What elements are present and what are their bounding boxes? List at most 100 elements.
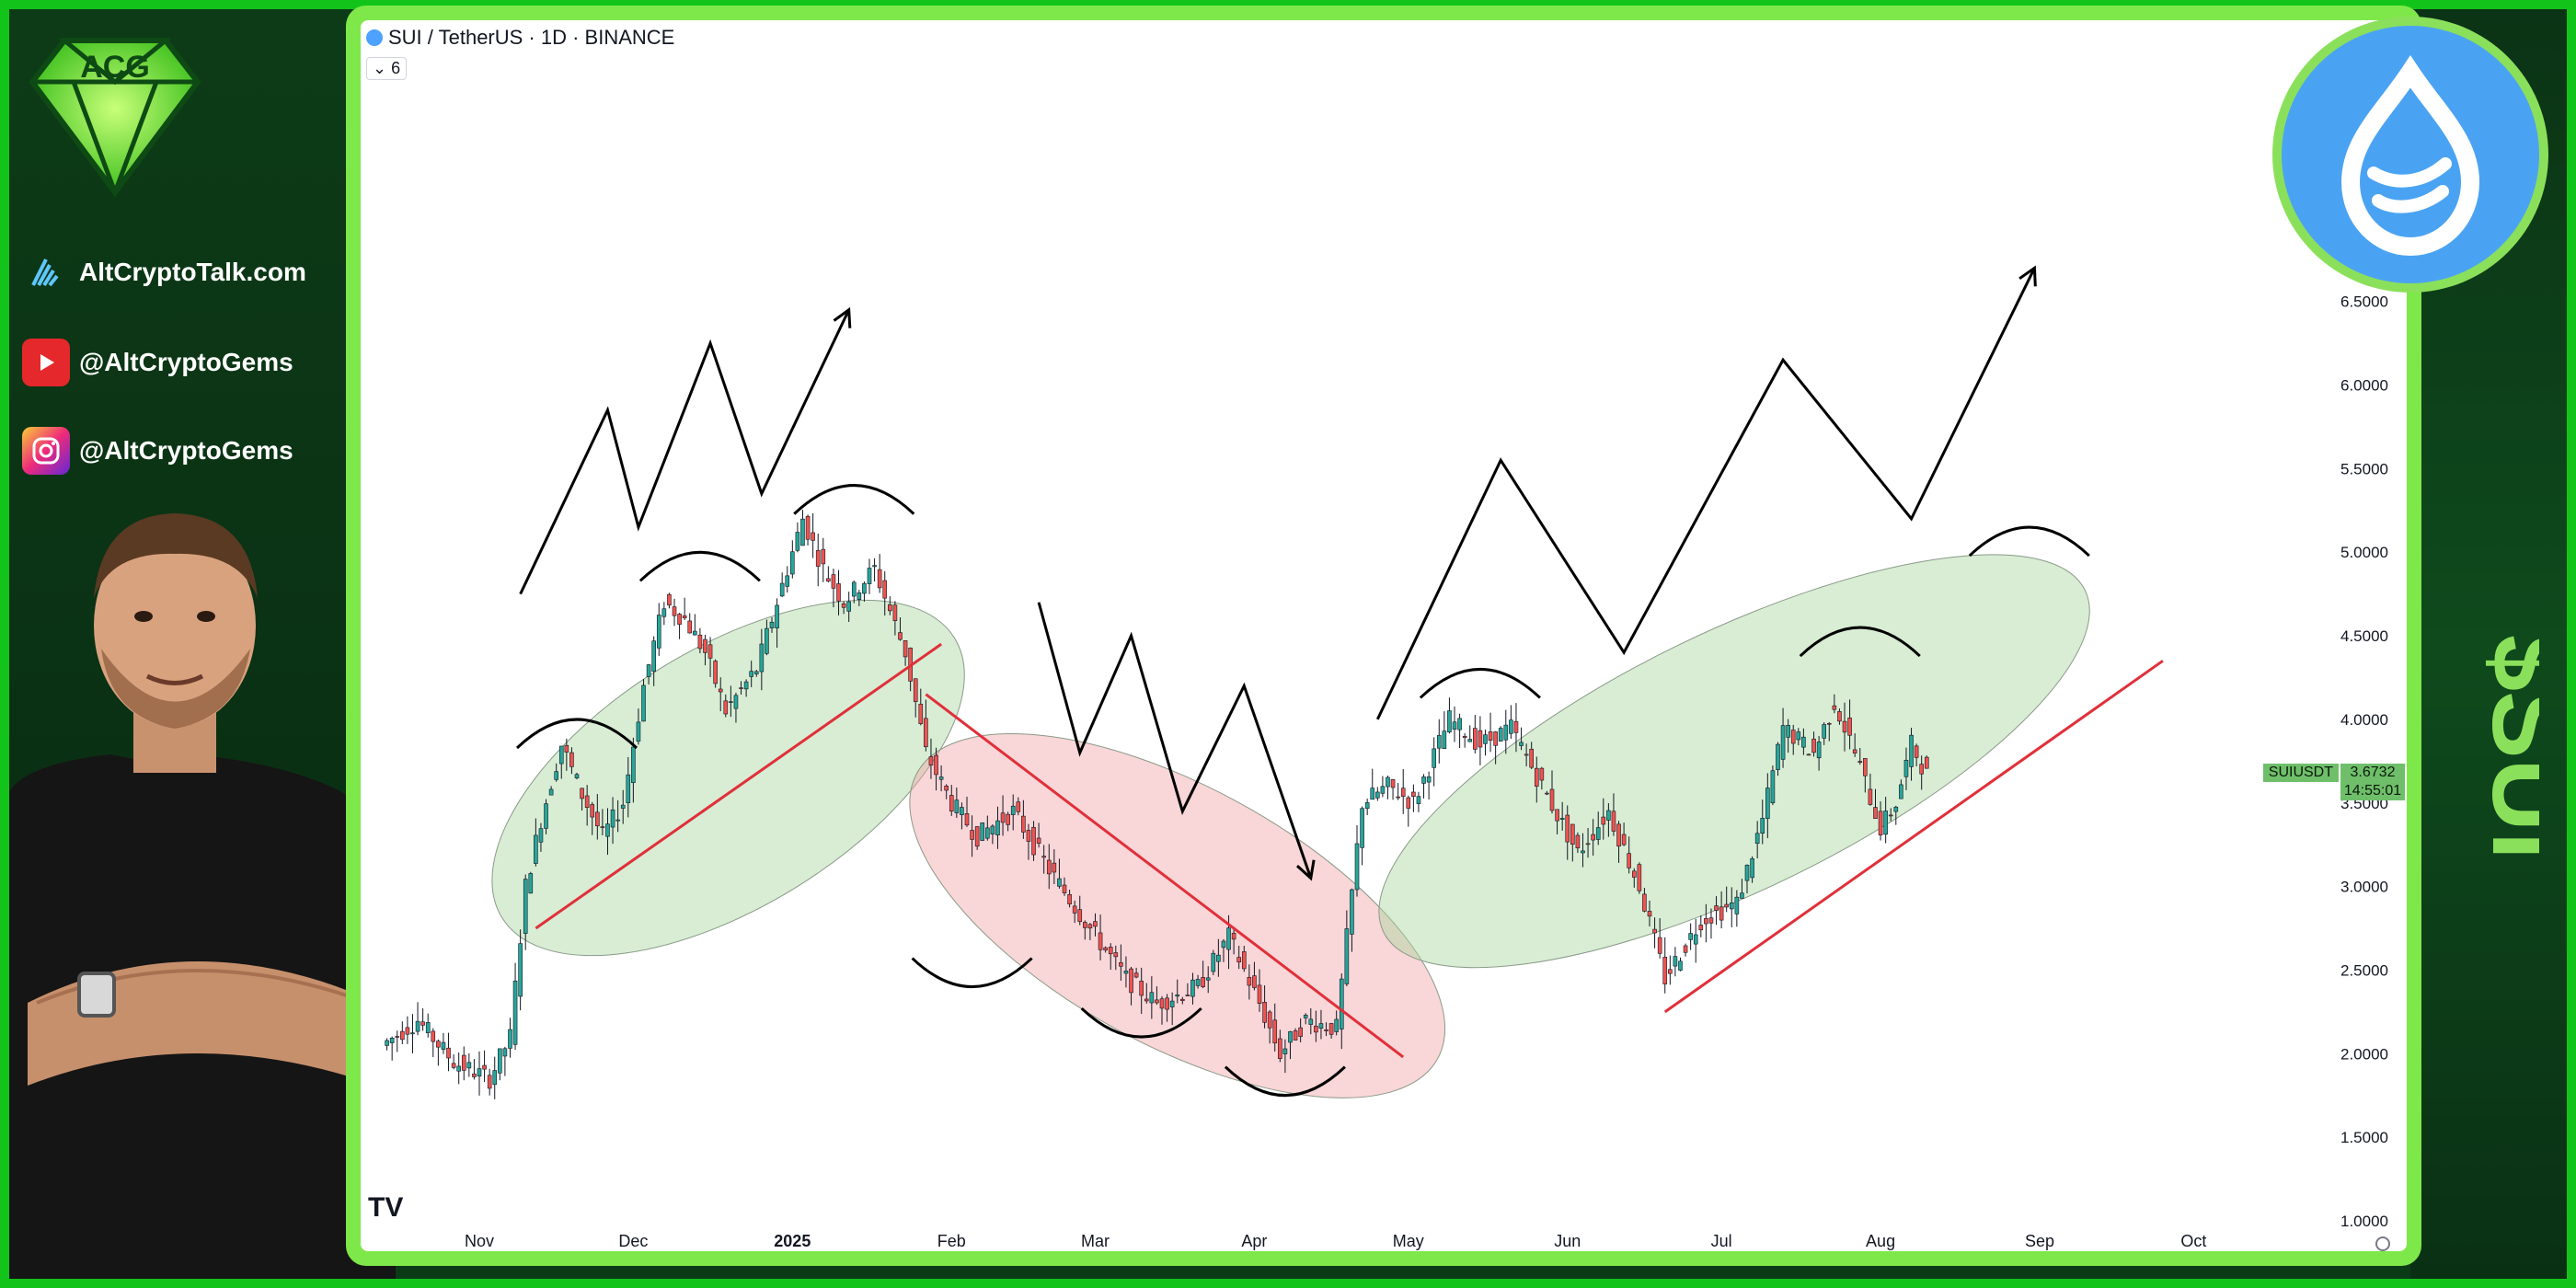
svg-text:TV: TV	[368, 1192, 403, 1223]
candle-167	[1241, 946, 1247, 972]
candle-17	[472, 1059, 477, 1080]
symbol-header[interactable]: SUI / TetherUS · 1D · BINANCE	[366, 26, 674, 50]
y-tick-label: 6.0000	[2340, 377, 2388, 395]
y-tick-label: 4.0000	[2340, 711, 2388, 729]
candle-188	[1350, 888, 1354, 952]
candle-227	[1549, 770, 1555, 814]
candle-165	[1231, 929, 1236, 955]
candle-271	[1776, 742, 1780, 776]
candle-172	[1267, 1009, 1272, 1044]
candle-203	[1426, 771, 1432, 799]
candle-149	[1149, 976, 1155, 1019]
price-plot[interactable]: 6.50006.00005.50005.00004.50004.00003.50…	[361, 20, 2407, 1251]
candle-234	[1585, 828, 1591, 858]
candle-24	[508, 1018, 512, 1058]
candle-222	[1524, 743, 1529, 766]
candle-250	[1668, 955, 1673, 985]
candle-238	[1606, 803, 1611, 837]
candle-83	[811, 513, 815, 558]
candle-276	[1801, 728, 1806, 755]
candle-65	[718, 677, 723, 712]
candle-287	[1857, 748, 1863, 765]
candle-129	[1046, 844, 1052, 890]
candle-16	[466, 1052, 472, 1077]
candle-10	[436, 1039, 441, 1066]
candle-298	[1914, 743, 1919, 767]
arc-6	[1419, 668, 1541, 699]
trendline-2	[1663, 660, 2164, 1014]
countdown-tag: 14:55:01	[2340, 782, 2405, 800]
candle-295	[1899, 779, 1903, 799]
candle-79	[790, 540, 795, 579]
candle-5	[410, 1014, 415, 1053]
candle-69	[739, 681, 743, 696]
candle-225	[1539, 766, 1545, 790]
candle-100	[898, 617, 903, 641]
candle-44	[610, 797, 615, 845]
candle-158	[1195, 974, 1201, 989]
symbol-tag: SUIUSDT	[2262, 764, 2339, 782]
candle-275	[1796, 728, 1801, 746]
candle-77	[779, 572, 785, 598]
youtube-link[interactable]: @AltCryptoGems	[22, 337, 293, 388]
candle-156	[1185, 983, 1190, 996]
candle-190	[1360, 806, 1364, 866]
instagram-icon	[22, 427, 70, 475]
candle-195	[1386, 776, 1390, 799]
instagram-link[interactable]: @AltCryptoGems	[22, 425, 293, 477]
candle-136	[1083, 920, 1087, 940]
candle-122	[1010, 794, 1016, 831]
candle-170	[1257, 969, 1262, 1012]
candle-62	[703, 635, 707, 666]
candle-296	[1903, 747, 1909, 790]
site-link[interactable]: AltCryptoTalk.com	[22, 247, 306, 298]
candle-3	[400, 1021, 405, 1044]
candle-46	[620, 789, 626, 824]
candle-256	[1698, 914, 1704, 937]
candle-30	[538, 822, 544, 852]
candle-6	[415, 1002, 420, 1036]
candle-123	[1016, 797, 1021, 816]
candle-218	[1503, 709, 1509, 754]
candle-54	[661, 602, 667, 626]
candle-251	[1673, 947, 1678, 977]
diamond-acg-logo-icon: ACG	[28, 22, 202, 201]
candle-93	[862, 581, 867, 602]
candle-201	[1416, 791, 1421, 812]
candle-194	[1380, 776, 1386, 798]
candle-84	[815, 534, 821, 587]
candle-33	[554, 763, 558, 782]
candle-215	[1488, 712, 1493, 753]
candle-29	[534, 818, 538, 867]
candle-268	[1760, 799, 1765, 845]
candle-104	[918, 688, 924, 726]
candle-290	[1873, 788, 1878, 819]
settings-gear-icon[interactable]	[2375, 1236, 2390, 1251]
candle-171	[1262, 985, 1267, 1029]
candle-38	[580, 788, 584, 811]
candle-78	[785, 566, 790, 593]
arc-7	[1799, 626, 1921, 658]
arc-1	[638, 550, 761, 582]
y-tick-label: 5.5000	[2340, 460, 2388, 477]
candle-145	[1129, 967, 1133, 1006]
indicator-toggle[interactable]: ⌄ 6	[366, 57, 408, 80]
candle-246	[1647, 900, 1652, 927]
candle-261	[1724, 886, 1729, 913]
candle-200	[1411, 784, 1416, 812]
candle-118	[990, 823, 995, 845]
candle-73	[759, 628, 765, 691]
candle-231	[1570, 823, 1575, 862]
svg-text:$SUI: $SUI	[2471, 635, 2539, 856]
candle-152	[1165, 994, 1169, 1022]
candle-142	[1113, 945, 1119, 971]
candle-28	[528, 871, 534, 894]
candle-91	[851, 580, 857, 604]
chart-panel[interactable]: SUI / TetherUS · 1D · BINANCE ⌄ 6 6.5000…	[361, 20, 2407, 1251]
candle-281	[1826, 722, 1832, 742]
candle-108	[938, 765, 944, 792]
candle-292	[1883, 797, 1888, 844]
candle-140	[1103, 946, 1108, 953]
candle-177	[1293, 1028, 1298, 1041]
candle-60	[693, 614, 697, 636]
